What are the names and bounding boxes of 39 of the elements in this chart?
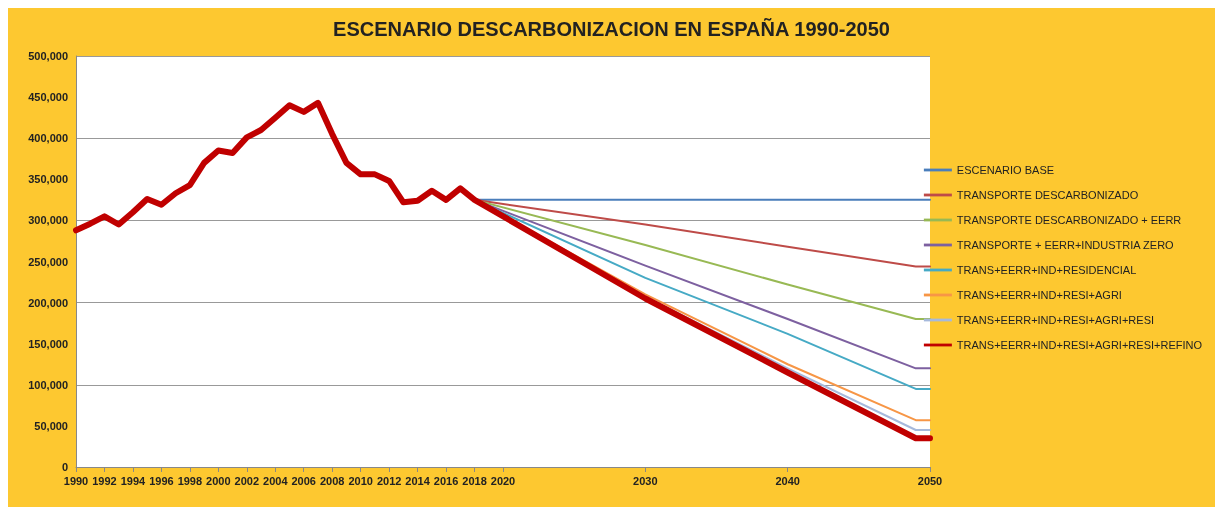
x-tick-label: 2030 [633,474,658,487]
y-tick-label: 400,000 [28,132,68,145]
y-tick-label: 100,000 [28,378,68,391]
x-tick-label: 2006 [291,474,316,487]
x-tick-label: 2020 [490,474,516,487]
y-tick-label: 500,000 [28,50,68,62]
x-tick-label: 2010 [348,474,373,487]
x-tick-label: 2002 [234,474,260,487]
y-tick-label: 450,000 [28,91,68,104]
legend-label: TRANSPORTE DESCARBONIZADO + EERR [956,214,1182,226]
x-tick-label: 1990 [63,474,89,487]
legend-label: TRANS+EERR+IND+RESI+AGRI+RESI+REFINO [956,339,1203,351]
legend-label: TRANS+EERR+IND+RESI+AGRI [956,289,1122,301]
legend-label: TRANSPORTE DESCARBONIZADO [956,189,1139,201]
x-tick-label: 1996 [149,474,174,487]
y-tick-label: 200,000 [28,296,68,309]
x-tick-label: 2012 [376,474,402,487]
x-tick-label: 1994 [120,474,147,487]
chart-title: ESCENARIO DESCARBONIZACION EN ESPAÑA 1990-2050 [333,18,890,40]
y-tick-label: 350,000 [28,173,68,186]
x-tick-label: 2018 [462,474,487,487]
x-tick-label: 1992 [92,474,117,487]
legend-label: ESCENARIO BASE [956,164,1055,176]
x-tick-label: 1998 [177,474,203,487]
y-tick-label: 50,000 [34,419,68,432]
y-tick-label: 0 [61,461,68,473]
legend-label: TRANS+EERR+IND+RESIDENCIAL [956,264,1137,276]
x-tick-label: 2004 [263,474,289,487]
x-tick-label: 2016 [433,474,459,487]
y-tick-label: 250,000 [28,255,68,268]
legend-label: TRANSPORTE + EERR+INDUSTRIA ZERO [956,239,1175,251]
x-tick-label: 2040 [775,474,800,487]
x-tick-label: 2000 [206,474,231,487]
y-tick-label: 150,000 [28,337,68,350]
x-tick-label: 2050 [917,474,943,487]
y-tick-label: 300,000 [28,214,68,227]
x-tick-label: 2008 [319,474,345,487]
x-tick-label: 2014 [405,474,431,487]
legend-label: TRANS+EERR+IND+RESI+AGRI+RESI [956,314,1155,326]
